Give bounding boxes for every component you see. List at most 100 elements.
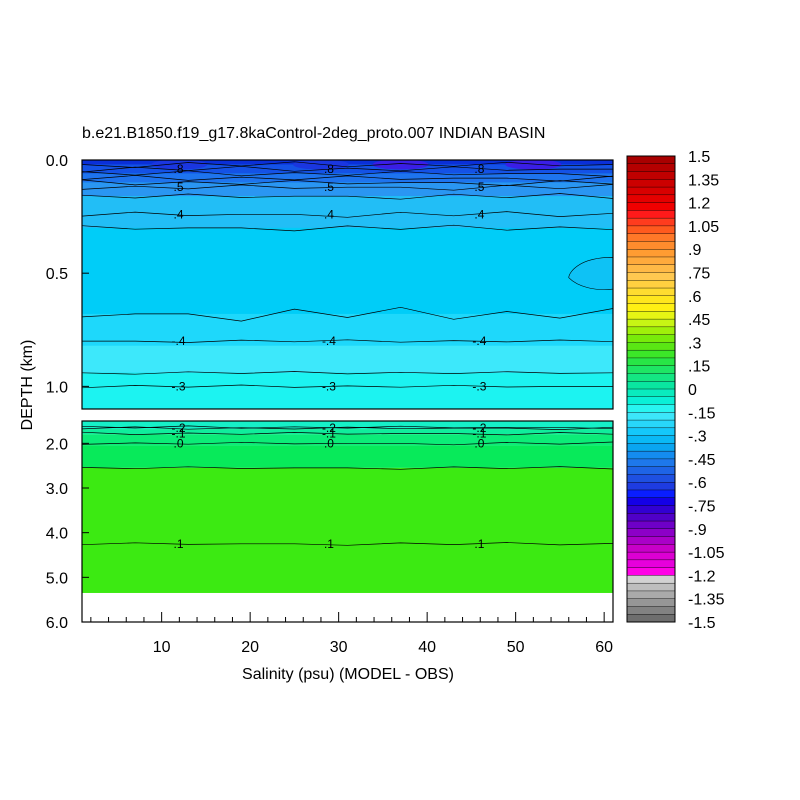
colorbar-swatch xyxy=(626,295,676,305)
colorbar-swatch xyxy=(626,497,676,507)
colorbar-swatch xyxy=(626,311,676,320)
contour-label: -.4 xyxy=(171,334,185,348)
colorbar-swatch xyxy=(626,575,676,584)
colorbar-swatch xyxy=(626,194,676,204)
contour-label: -.2 xyxy=(322,421,336,435)
contour-label: -.3 xyxy=(472,379,486,393)
contour-line xyxy=(81,441,614,446)
depth-band xyxy=(82,182,613,197)
colorbar-swatch xyxy=(626,357,676,367)
colorbar-label: .75 xyxy=(688,266,710,283)
depth-band xyxy=(82,345,613,373)
contour-label: -.4 xyxy=(322,334,336,348)
colorbar-swatch xyxy=(626,365,676,374)
colorbar-swatch xyxy=(626,303,676,312)
contour-label: -.1 xyxy=(322,427,336,441)
contour-line xyxy=(81,165,613,173)
colorbar-swatch xyxy=(626,349,676,359)
colorbar-swatch xyxy=(626,342,676,351)
contour-line xyxy=(81,466,614,470)
colorbar-swatch xyxy=(626,318,676,328)
colorbar-swatch xyxy=(626,567,676,576)
colorbar-swatch xyxy=(626,326,676,336)
contour-line xyxy=(81,306,614,322)
colorbar-swatch xyxy=(626,256,676,266)
colorbar-label: -1.2 xyxy=(688,568,716,585)
contour-label: .0 xyxy=(173,436,183,450)
depth-band xyxy=(82,196,613,228)
colorbar-label: -.45 xyxy=(688,452,716,469)
colorbar-swatch xyxy=(626,287,676,297)
contour-label: .5 xyxy=(474,180,484,194)
colorbar-swatch xyxy=(626,482,676,491)
depth-band xyxy=(82,467,613,593)
colorbar-swatch xyxy=(626,272,676,281)
x-tick-label: 10 xyxy=(153,639,171,656)
colorbar-swatch xyxy=(626,334,676,343)
colorbar-swatch xyxy=(626,513,676,522)
depth-band xyxy=(82,445,613,468)
colorbar-label: 1.05 xyxy=(688,219,719,236)
contour-line xyxy=(81,425,614,430)
colorbar-swatch xyxy=(626,412,676,421)
upper-panel-border xyxy=(81,159,614,410)
colorbar: 1.5 1.35 1.2 1.05 .9 .75 .6 .45 .3 .15 0 -.15 -.3 -.4… xyxy=(626,149,725,632)
contour-line xyxy=(81,211,614,218)
contour-line xyxy=(81,224,614,232)
colorbar-label: .9 xyxy=(688,242,701,259)
colorbar-label: -.15 xyxy=(688,405,716,422)
contour-line xyxy=(81,170,614,177)
contour-line xyxy=(81,179,614,186)
contour-line xyxy=(81,161,614,168)
colorbar-label: 1.2 xyxy=(688,196,710,213)
y-tick-label: 3.0 xyxy=(46,481,68,498)
contour-line xyxy=(81,175,614,182)
colorbar-swatch xyxy=(626,474,676,483)
colorbar-label: -.6 xyxy=(688,475,707,492)
contour-label: .4 xyxy=(173,207,183,221)
depth-band xyxy=(82,160,613,165)
colorbar-swatch xyxy=(626,520,676,530)
upper-panel: .8 .8 .8 .5 .5 .5 .4 .4 .4 -.4 -.4 -.4 -.3 -.3 -.3 0.0 0… xyxy=(46,153,614,410)
colorbar-swatch xyxy=(626,233,676,242)
x-tick-label: 50 xyxy=(507,639,525,656)
contour-label: .8 xyxy=(173,162,183,176)
colorbar-label: 1.5 xyxy=(688,149,710,166)
colorbar-swatch xyxy=(626,186,676,196)
colorbar-swatch xyxy=(626,466,676,475)
x-tick-label: 20 xyxy=(241,639,259,656)
depth-band xyxy=(82,421,613,430)
colorbar-swatch xyxy=(626,528,676,538)
colorbar-label: 0 xyxy=(688,382,697,399)
colorbar-swatch xyxy=(626,419,676,429)
surface-minimum-patch xyxy=(372,159,429,170)
colorbar-swatch xyxy=(626,598,676,607)
colorbar-swatch xyxy=(626,396,676,406)
y-tick-label: 1.0 xyxy=(46,379,68,396)
x-tick-label: 40 xyxy=(418,639,436,656)
colorbar-label: -.75 xyxy=(688,499,716,516)
surface-minimum-patch xyxy=(151,159,208,170)
contour-label: -.2 xyxy=(472,421,486,435)
colorbar-swatch xyxy=(626,536,676,545)
y-tick-label: 5.0 xyxy=(46,570,68,587)
depth-band xyxy=(82,372,613,409)
y-tick-label: 0.0 xyxy=(46,153,68,170)
lower-panel-border xyxy=(81,420,614,623)
contour-label: .4 xyxy=(324,207,334,221)
contour-label: .8 xyxy=(474,162,484,176)
colorbar-swatch xyxy=(626,381,676,390)
colorbar-swatch xyxy=(626,590,676,600)
contour-label: .1 xyxy=(324,537,334,551)
contour-label: -.3 xyxy=(322,379,336,393)
contour-label: -.2 xyxy=(171,421,185,435)
colorbar-label: -.3 xyxy=(688,429,707,446)
colorbar-swatch xyxy=(626,559,676,569)
contour-label: -.1 xyxy=(171,427,185,441)
contour-label: .0 xyxy=(324,436,334,450)
colorbar-swatch xyxy=(626,458,676,468)
colorbar-swatch xyxy=(626,202,676,211)
depth-band xyxy=(82,227,613,314)
depth-band xyxy=(82,164,613,174)
y-tick-label: 0.5 xyxy=(46,266,68,283)
